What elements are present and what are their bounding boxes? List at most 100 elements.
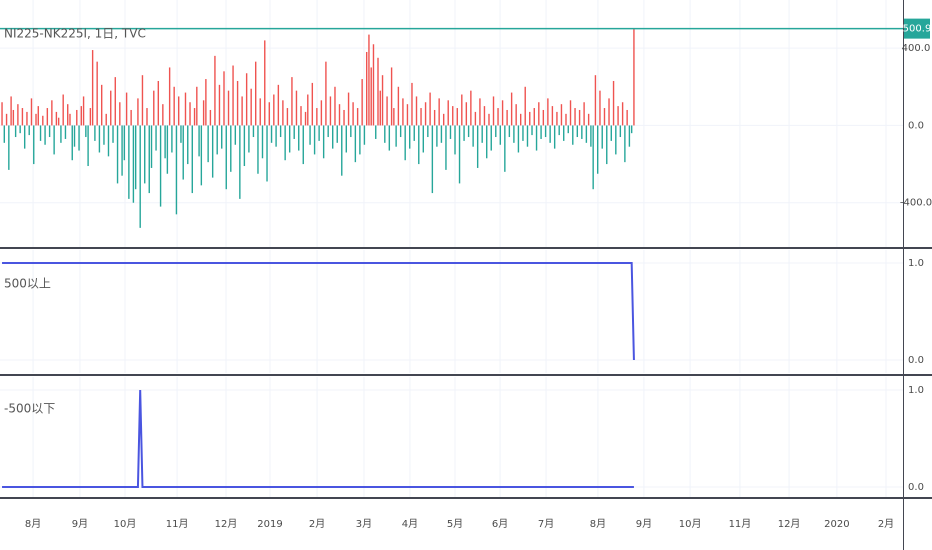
line (2, 389, 634, 489)
bar (19, 125, 21, 134)
bar (148, 125, 150, 194)
x-tick-label: 10月 (114, 518, 137, 530)
x-tick-label: 9月 (72, 518, 88, 530)
bar (390, 67, 393, 126)
bar (313, 125, 316, 155)
bar (53, 125, 55, 155)
x-tick-label: 9月 (636, 518, 652, 530)
bar (5, 113, 8, 126)
bar (563, 125, 565, 141)
bar (506, 109, 508, 126)
bar (578, 109, 581, 126)
bar (517, 125, 520, 153)
bar (123, 125, 126, 161)
bar (177, 96, 180, 126)
bar (153, 90, 155, 126)
bar (510, 92, 513, 126)
bar (245, 73, 248, 126)
bar (116, 125, 119, 184)
x-tick-label: 2020 (824, 519, 849, 530)
bar (569, 100, 572, 126)
bar (619, 125, 622, 138)
bar (345, 125, 347, 153)
bar (230, 125, 232, 172)
bar (275, 125, 277, 147)
bar (200, 125, 203, 186)
bar (556, 111, 558, 126)
bar (26, 111, 28, 126)
bar (513, 125, 515, 143)
bar (80, 106, 83, 126)
bar (336, 125, 338, 143)
x-tick-label: 2月 (878, 518, 894, 530)
bar (558, 125, 560, 136)
bar (164, 125, 166, 159)
bar (205, 79, 207, 126)
bar (107, 125, 110, 157)
bar (372, 44, 375, 126)
bar (540, 125, 542, 139)
bar (273, 94, 275, 126)
x-tick-label: 11月 (729, 518, 752, 530)
bar (316, 108, 318, 126)
bar (12, 109, 15, 126)
bar (492, 96, 495, 126)
bar (551, 106, 554, 126)
bar (1, 102, 3, 126)
bar (214, 55, 216, 126)
bar (368, 34, 370, 126)
bar (338, 104, 341, 126)
bar (130, 109, 132, 126)
bar (139, 125, 141, 228)
bar (424, 102, 427, 126)
bar (216, 125, 218, 155)
bar (386, 96, 388, 126)
x-tick-label: 8月 (590, 518, 606, 530)
bar (78, 125, 80, 151)
bar (304, 111, 307, 126)
bar (243, 125, 246, 167)
bar (103, 125, 105, 145)
bar (440, 125, 443, 143)
bar (347, 92, 350, 126)
bar (531, 125, 533, 136)
bar (141, 75, 144, 126)
bar (180, 125, 182, 143)
bar (624, 125, 626, 163)
bar (250, 88, 252, 126)
bar (110, 90, 112, 126)
bar (538, 102, 540, 126)
bar (302, 125, 304, 165)
bar (261, 125, 264, 159)
bar (458, 125, 461, 184)
bar (157, 80, 160, 126)
bar (44, 125, 46, 145)
bar (343, 109, 345, 126)
bar (193, 108, 196, 126)
bar (359, 125, 361, 155)
bar (413, 125, 415, 141)
bar (295, 90, 298, 126)
bar (420, 108, 422, 126)
bar (146, 108, 148, 126)
bar (418, 125, 420, 165)
bar (291, 77, 293, 126)
bar (427, 125, 429, 138)
bar (592, 125, 594, 190)
bar (526, 125, 529, 147)
bar (388, 125, 391, 151)
bar (377, 57, 379, 126)
bar (284, 125, 286, 161)
bar (187, 125, 189, 165)
bar (363, 125, 366, 145)
bar (121, 125, 123, 176)
bar (626, 109, 628, 126)
bar (259, 98, 261, 126)
bar (264, 40, 266, 126)
y-tick-label: 0.0 (908, 482, 924, 493)
price-label: 500.9 (903, 24, 932, 35)
bar (114, 77, 116, 126)
bar (393, 108, 395, 126)
x-tick-label: 12月 (215, 518, 238, 530)
